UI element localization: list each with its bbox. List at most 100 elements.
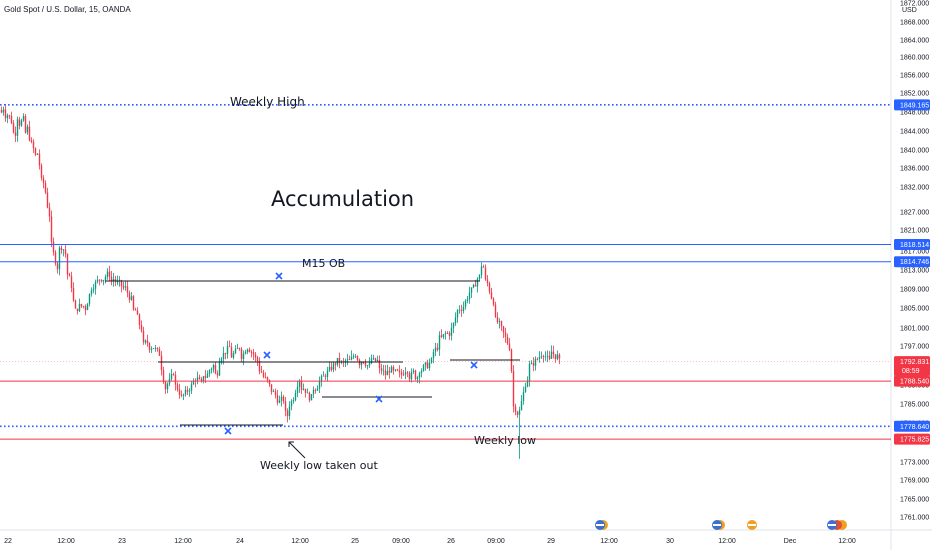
candle-body xyxy=(206,373,209,378)
candle-body xyxy=(134,309,137,311)
candle-body xyxy=(30,140,33,142)
candle-body xyxy=(328,366,331,371)
candle-body xyxy=(126,286,129,293)
candle-body xyxy=(488,283,491,292)
candle-body xyxy=(286,410,289,417)
candle-body xyxy=(180,394,183,396)
candle-body xyxy=(172,373,175,375)
y-tick-label: 1809.000 xyxy=(900,287,929,294)
candle-body xyxy=(28,126,31,141)
candle-body xyxy=(198,377,201,380)
candle-body xyxy=(438,335,441,350)
us-flag-icon xyxy=(827,520,847,530)
candle-body xyxy=(196,377,199,382)
candle-body xyxy=(310,394,313,401)
candle-body xyxy=(442,334,445,337)
candle-body xyxy=(260,371,263,373)
candle-body xyxy=(224,352,227,354)
candle-body xyxy=(384,370,387,376)
candle-body xyxy=(374,358,377,361)
candle-body xyxy=(330,366,333,370)
candle-body xyxy=(32,141,35,149)
candle-body xyxy=(128,292,131,300)
candle-body xyxy=(348,359,351,361)
candle-body xyxy=(484,267,487,280)
candle-body xyxy=(494,304,497,317)
candle-body xyxy=(472,284,475,288)
candle-body xyxy=(392,366,395,371)
x-tick-label: 12:00 xyxy=(718,538,736,545)
candle-body xyxy=(226,346,229,354)
candle-body xyxy=(2,109,5,113)
candle-body xyxy=(414,370,417,380)
candle-body xyxy=(468,292,471,300)
svg-text:1788.540: 1788.540 xyxy=(900,379,929,386)
candle-body xyxy=(440,335,443,337)
x-tick-label: 12:00 xyxy=(57,538,75,545)
drawing-layer xyxy=(105,280,520,426)
m15-ob-label: M15 OB xyxy=(302,257,345,270)
candle-body xyxy=(290,401,293,407)
candle-body xyxy=(434,347,437,352)
candle-body xyxy=(160,355,163,371)
event-icons xyxy=(595,520,847,530)
candle-body xyxy=(372,358,375,360)
candle-body xyxy=(292,399,295,402)
candle-body xyxy=(318,380,321,389)
candle-body xyxy=(500,321,503,327)
candle-body xyxy=(552,351,555,355)
candle-body xyxy=(16,119,19,136)
candle-body xyxy=(108,271,111,277)
candle-body xyxy=(324,375,327,377)
y-tick-label: 1827.000 xyxy=(900,210,929,217)
candle-body xyxy=(346,359,349,361)
candle-body xyxy=(432,351,435,359)
candle-body xyxy=(208,370,211,374)
candle-body xyxy=(102,280,105,282)
svg-text:1818.514: 1818.514 xyxy=(900,242,929,249)
candle-body xyxy=(302,388,305,390)
candle-body xyxy=(24,116,27,133)
candle-body xyxy=(44,183,47,193)
candle-body xyxy=(334,363,337,365)
candle-body xyxy=(532,362,535,366)
candle-body xyxy=(266,377,269,380)
candle-body xyxy=(410,371,413,380)
candle-body xyxy=(114,279,117,282)
x-tick-label: 25 xyxy=(351,538,359,545)
candle-body xyxy=(12,123,15,133)
candle-body xyxy=(422,365,425,371)
candle-body xyxy=(516,411,519,415)
candle-body xyxy=(190,384,193,391)
candle-body xyxy=(256,357,259,362)
candle-body xyxy=(258,361,261,372)
candle-body xyxy=(50,216,53,242)
svg-text:1814.746: 1814.746 xyxy=(900,259,929,266)
candle-body xyxy=(132,296,135,310)
candle-body xyxy=(150,348,153,350)
candle-body xyxy=(250,351,253,353)
candle-body xyxy=(314,389,317,391)
candle-body xyxy=(476,278,479,287)
y-tick-label: 1785.000 xyxy=(900,402,929,409)
candle-body xyxy=(84,306,87,311)
candle-body xyxy=(82,306,85,307)
candle-body xyxy=(492,298,495,305)
candle-body xyxy=(404,372,407,375)
candle-body xyxy=(394,369,397,371)
candle-body xyxy=(470,287,473,293)
candle-body xyxy=(22,116,25,121)
candle-body xyxy=(386,370,389,376)
candle-body xyxy=(524,386,527,392)
candle-body xyxy=(332,363,335,370)
candle-body xyxy=(522,391,525,401)
y-tick-label: 1860.000 xyxy=(900,55,929,62)
candle-body xyxy=(528,363,531,381)
candle-body xyxy=(406,372,409,374)
candle-body xyxy=(288,406,291,417)
candle-body xyxy=(268,379,271,385)
candle-body xyxy=(448,333,451,336)
candle-body xyxy=(184,389,187,395)
x-tick-label: 09:00 xyxy=(487,538,505,545)
